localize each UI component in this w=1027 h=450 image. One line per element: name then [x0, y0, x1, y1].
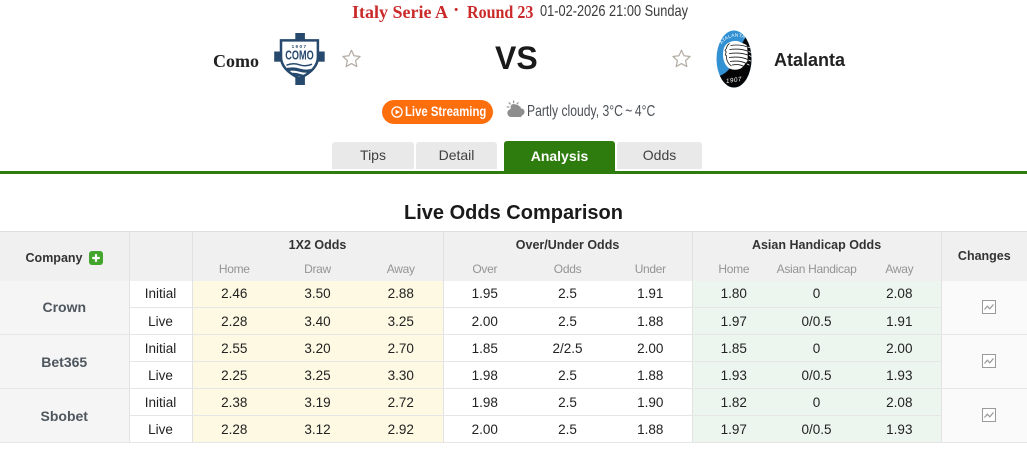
svg-text:COMO: COMO: [285, 48, 314, 63]
svg-text:1907: 1907: [292, 44, 308, 49]
svg-text:1907: 1907: [726, 76, 743, 85]
